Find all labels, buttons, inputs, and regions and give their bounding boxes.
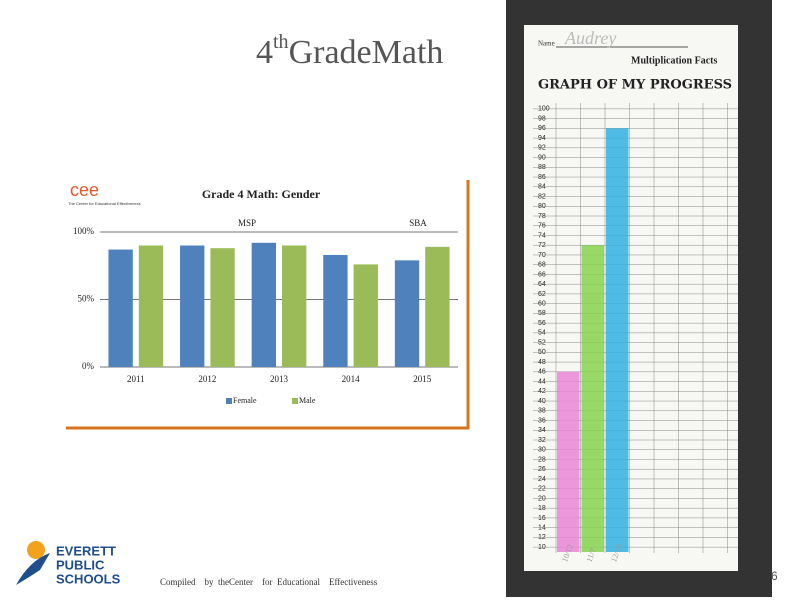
y-tick-label: 54	[538, 330, 546, 337]
y-tick-label: 32	[538, 437, 546, 444]
y-tick-label: 26	[538, 466, 546, 473]
name-label: Name	[538, 40, 555, 48]
y-tick-label: 66	[538, 271, 546, 278]
y-tick-label: 52	[538, 339, 546, 346]
annotation: SBA	[409, 218, 427, 228]
legend-swatch	[292, 398, 298, 404]
y-tick-label: 48	[538, 359, 546, 366]
bar	[180, 245, 205, 367]
y-tick-label: 64	[538, 281, 546, 288]
school-name-1: EVERETT	[56, 543, 116, 558]
y-tick-label: 92	[538, 145, 546, 152]
bar	[425, 246, 450, 367]
y-tick-label: 14	[538, 524, 546, 531]
bar	[606, 128, 629, 552]
legend-label: Female	[233, 396, 257, 405]
y-tick-label: 0%	[82, 361, 95, 371]
school-name-2: PUBLIC	[56, 557, 105, 572]
y-tick-label: 74	[538, 232, 546, 239]
bar	[394, 260, 420, 367]
y-tick-label: 72	[538, 242, 546, 249]
x-tick-label: 2014	[342, 374, 361, 384]
y-tick-label: 76	[538, 223, 546, 230]
y-tick-label: 100	[538, 106, 550, 113]
logo-mark: cee	[70, 180, 99, 200]
chart-title: GRAPH OF MY PROGRESS	[538, 78, 732, 93]
y-tick-label: 34	[538, 427, 546, 434]
y-tick-label: 38	[538, 408, 546, 415]
y-tick-label: 70	[538, 252, 546, 259]
x-tick-label: 11/7	[585, 547, 598, 563]
bar	[282, 245, 307, 367]
y-tick-label: 16	[538, 515, 546, 522]
worksheet-subject: Multiplication Facts	[631, 55, 717, 66]
school-name-3: SCHOOLS	[56, 571, 121, 586]
y-tick-label: 82	[538, 193, 546, 200]
y-tick-label: 44	[538, 378, 546, 385]
bar	[210, 248, 235, 367]
bar	[323, 254, 348, 367]
y-tick-label: 96	[538, 125, 546, 132]
y-tick-label: 58	[538, 310, 546, 317]
bar	[557, 371, 580, 552]
x-tick-label: 2011	[127, 374, 145, 384]
y-tick-label: 62	[538, 291, 546, 298]
y-tick-label: 90	[538, 154, 546, 161]
bar	[251, 242, 276, 367]
bar	[138, 245, 164, 367]
y-tick-label: 80	[538, 203, 546, 210]
y-tick-label: 28	[538, 456, 546, 463]
chart-title: Grade 4 Math: Gender	[202, 187, 321, 201]
annotation: MSP	[238, 218, 256, 228]
y-tick-label: 84	[538, 184, 546, 191]
y-tick-label: 42	[538, 388, 546, 395]
bar	[581, 245, 604, 552]
y-tick-label: 24	[538, 476, 546, 483]
y-tick-label: 22	[538, 486, 546, 493]
y-tick-label: 12	[538, 534, 546, 541]
student-name: Audrey	[564, 28, 616, 48]
y-tick-label: 60	[538, 300, 546, 307]
page-number: 6	[771, 569, 778, 583]
title-text: GradeMath	[289, 34, 444, 71]
logo-figure	[16, 553, 50, 585]
footer: Compiled by theCenter for Educational Ef…	[160, 577, 378, 587]
bar	[353, 264, 378, 367]
y-tick-label: 20	[538, 495, 546, 502]
y-tick-label: 50%	[78, 294, 95, 304]
x-tick-label: 2015	[413, 374, 432, 384]
legend-swatch	[226, 398, 232, 404]
y-tick-label: 98	[538, 115, 546, 122]
y-tick-label: 100%	[73, 226, 95, 236]
y-tick-label: 36	[538, 417, 546, 424]
y-tick-label: 46	[538, 369, 546, 376]
y-tick-label: 94	[538, 135, 546, 142]
logo-caption: The Center for Educational Effectiveness	[68, 201, 141, 206]
y-tick-label: 88	[538, 164, 546, 171]
title-sup: th	[273, 31, 289, 53]
legend-label: Male	[299, 396, 316, 405]
y-tick-label: 10	[538, 544, 546, 551]
slide-title: 4thGradeMath	[256, 31, 443, 71]
y-tick-label: 68	[538, 262, 546, 269]
y-tick-label: 56	[538, 320, 546, 327]
y-tick-label: 40	[538, 398, 546, 405]
worksheet-columns	[555, 103, 728, 553]
logo-head	[27, 541, 45, 559]
y-tick-label: 50	[538, 349, 546, 356]
x-tick-label: 2013	[270, 374, 289, 384]
title-number: 4	[256, 34, 273, 71]
y-tick-label: 86	[538, 174, 546, 181]
y-tick-label: 78	[538, 213, 546, 220]
x-tick-label: 2012	[198, 374, 216, 384]
bar	[108, 249, 133, 367]
y-tick-label: 30	[538, 447, 546, 454]
y-tick-label: 18	[538, 505, 546, 512]
